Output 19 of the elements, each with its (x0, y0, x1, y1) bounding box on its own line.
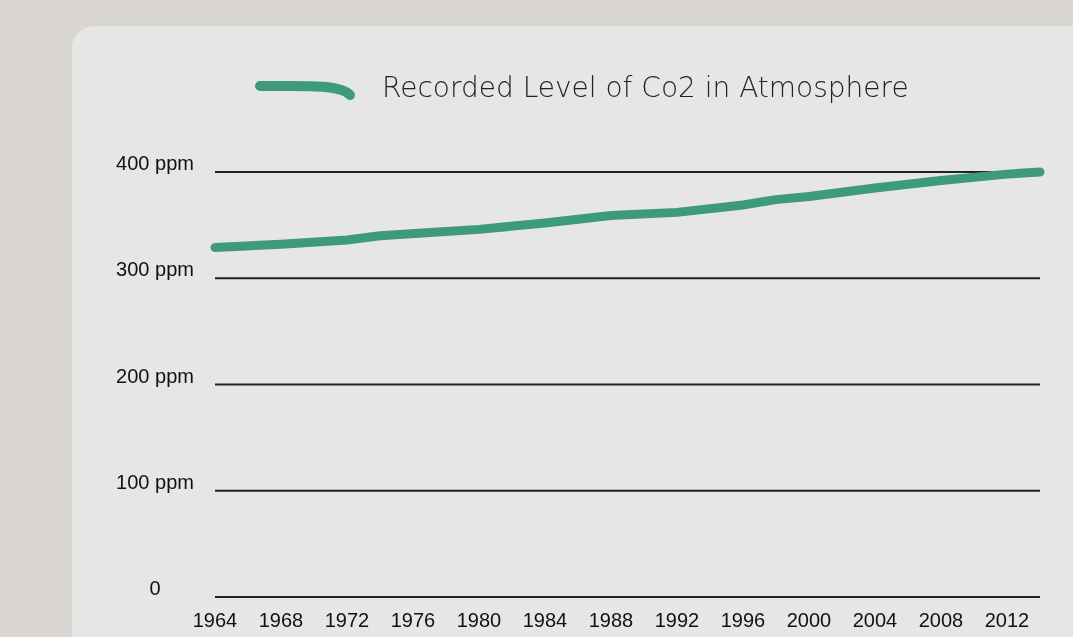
x-tick-label: 2004 (852, 609, 898, 631)
x-tick-label: 1976 (390, 609, 436, 631)
y-tick-label: 300 ppm (116, 258, 194, 281)
y-tick-label: 100 ppm (116, 470, 194, 493)
x-tick-label: 1972 (324, 609, 370, 631)
x-tick-label: 1984 (522, 609, 568, 631)
x-tick-label: 1988 (588, 609, 634, 631)
y-tick-label: 400 ppm (116, 152, 194, 174)
x-tick-label: 2000 (786, 609, 832, 631)
x-tick-label: 1968 (258, 609, 304, 631)
x-tick-label: 1980 (456, 609, 502, 631)
x-tick-label: 1964 (192, 609, 238, 631)
x-tick-label: 1992 (654, 609, 700, 631)
x-tick-label: 2008 (918, 609, 964, 631)
x-tick-label: 1996 (720, 609, 766, 631)
y-tick-label: 200 ppm (116, 364, 194, 387)
x-tick-label: 2012 (984, 609, 1030, 631)
y-tick-label: 0 (149, 577, 161, 599)
legend-label: Recorded Level of Co2 in Atmosphere (382, 71, 909, 104)
